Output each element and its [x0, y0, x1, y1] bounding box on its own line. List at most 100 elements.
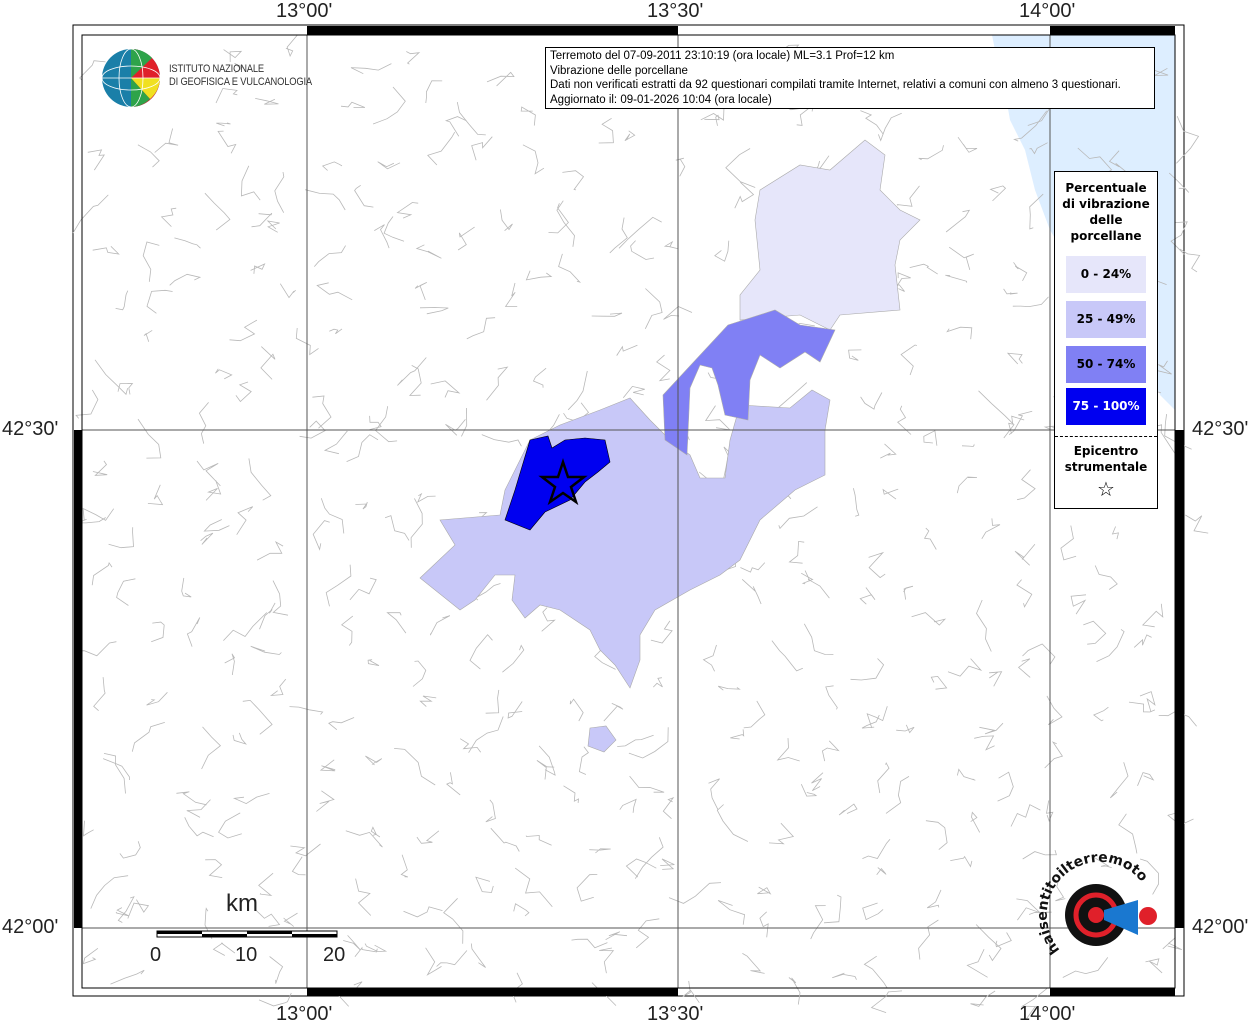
municipal-boundary	[1083, 620, 1107, 645]
municipal-boundary	[400, 854, 409, 878]
municipal-boundary	[137, 144, 160, 168]
municipal-boundary	[186, 799, 211, 818]
municipal-boundary	[1162, 937, 1182, 950]
municipal-boundary	[255, 98, 279, 105]
municipal-boundary	[419, 307, 449, 315]
municipal-boundary	[217, 130, 237, 154]
municipal-boundary	[383, 216, 405, 242]
municipal-boundary	[283, 912, 298, 927]
municipal-boundary	[1118, 813, 1138, 854]
municipal-boundary	[918, 145, 944, 161]
municipal-boundary	[131, 722, 165, 752]
municipal-boundary	[468, 716, 504, 753]
municipal-boundary	[848, 349, 862, 361]
municipal-boundary	[975, 924, 1002, 962]
municipal-boundary	[876, 867, 887, 875]
area-75-100	[504, 435, 611, 531]
municipal-boundary	[475, 876, 494, 893]
municipal-boundary	[169, 273, 202, 286]
municipal-boundary	[235, 381, 252, 403]
municipal-boundary	[386, 612, 407, 634]
municipal-boundary	[224, 653, 236, 676]
ingv-name-line2: DI GEOFISICA E VULCANOLOGIA	[169, 76, 312, 88]
municipal-boundary	[896, 185, 920, 207]
municipal-boundary	[893, 272, 911, 291]
municipal-boundary	[370, 826, 381, 838]
municipal-boundary	[305, 189, 346, 211]
lat-label-left: 42°30'	[2, 418, 59, 440]
frame-bars	[74, 26, 1184, 996]
municipal-boundary	[644, 288, 663, 329]
municipal-boundary	[251, 212, 273, 228]
scale-tick: 0	[150, 944, 162, 966]
municipal-boundary	[909, 263, 938, 275]
municipal-boundary	[1044, 741, 1064, 769]
municipal-boundary	[92, 460, 108, 476]
municipal-boundary	[974, 735, 995, 751]
municipal-boundary	[256, 540, 284, 561]
municipal-boundary	[605, 931, 628, 941]
municipal-boundary	[328, 717, 355, 731]
municipal-boundary	[618, 216, 662, 249]
municipal-boundary	[212, 942, 236, 956]
municipal-boundary	[603, 703, 624, 722]
municipal-boundary	[571, 938, 608, 949]
ingv-logo	[101, 48, 161, 108]
municipal-boundary	[850, 658, 885, 681]
municipal-boundary	[725, 148, 756, 188]
municipal-boundary	[609, 217, 628, 254]
municipal-boundary	[160, 207, 177, 227]
municipal-boundary	[459, 738, 482, 753]
municipal-boundary	[930, 675, 948, 690]
municipal-boundary	[313, 245, 346, 267]
municipal-boundary	[329, 328, 343, 335]
municipal-boundary	[776, 738, 800, 762]
municipal-boundary	[950, 855, 973, 868]
municipal-boundary	[832, 972, 857, 980]
municipal-boundary	[127, 899, 150, 919]
municipal-boundary	[1185, 514, 1209, 534]
municipal-boundary	[741, 579, 762, 605]
lat-label-left: 42°00'	[2, 916, 59, 938]
municipal-boundary	[196, 460, 221, 487]
municipal-boundary	[507, 701, 523, 719]
municipal-boundary	[870, 990, 903, 1013]
municipal-boundary	[548, 203, 569, 234]
municipal-boundary	[1022, 643, 1056, 665]
municipal-boundary	[838, 803, 858, 816]
lon-label-bottom: 14°00'	[1019, 1003, 1076, 1025]
municipal-boundary	[536, 760, 555, 780]
graticule	[82, 35, 1175, 988]
municipal-boundary	[622, 385, 645, 398]
municipal-boundary	[653, 677, 663, 688]
municipal-boundary	[810, 905, 826, 940]
municipal-boundary	[541, 607, 556, 632]
municipal-boundary	[250, 263, 266, 274]
municipal-boundary	[635, 918, 660, 949]
municipal-boundary	[911, 612, 947, 626]
municipal-boundary	[176, 791, 207, 806]
municipal-boundary	[520, 106, 536, 126]
municipal-boundary	[616, 344, 638, 356]
municipal-boundary	[240, 165, 261, 201]
municipal-boundary	[945, 274, 968, 283]
municipal-boundary	[93, 677, 106, 711]
municipal-boundary	[403, 906, 443, 918]
municipal-boundary	[215, 368, 233, 380]
municipal-boundary	[355, 878, 372, 916]
municipal-boundary	[947, 658, 983, 677]
municipal-boundary	[860, 110, 884, 135]
municipal-boundary	[355, 501, 368, 510]
municipal-boundary	[291, 856, 306, 876]
municipal-boundary	[1141, 603, 1164, 628]
municipal-boundary	[1008, 415, 1025, 434]
legend-title: Percentuale di vibrazione delle porcella…	[1062, 181, 1150, 243]
municipal-boundary	[714, 240, 730, 262]
municipal-boundary	[1046, 800, 1054, 823]
municipal-boundary	[425, 80, 443, 104]
municipal-boundary	[896, 724, 915, 734]
lon-label-bottom: 13°00'	[276, 1003, 333, 1025]
municipal-boundary	[430, 380, 461, 398]
municipal-boundary	[372, 86, 406, 125]
municipal-boundary	[656, 354, 671, 382]
